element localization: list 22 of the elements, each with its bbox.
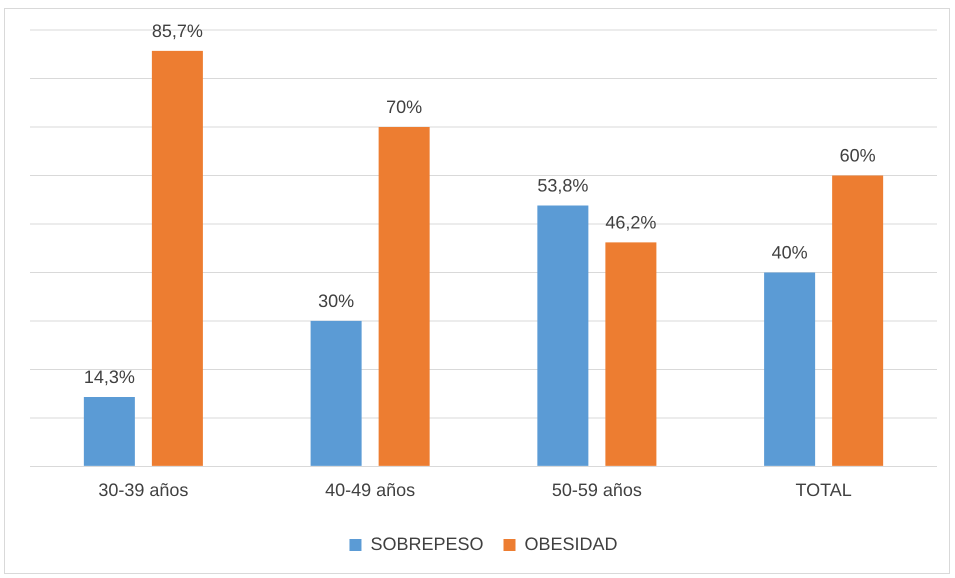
bar [537,206,588,466]
bar [310,320,362,466]
data-label: 30% [318,290,354,311]
legend-label: SOBREPESO [370,534,484,554]
data-label: 40% [772,242,808,262]
legend-label: OBESIDAD [524,534,618,554]
bar [764,272,816,466]
x-tick-label: 40-49 años [325,480,416,500]
data-label: 60% [840,145,876,166]
data-label: 14,3% [84,367,135,388]
bar [84,397,135,466]
bar [152,50,203,466]
data-label: 70% [386,96,422,117]
x-tick-label: 30-39 años [98,480,188,500]
data-label: 46,2% [605,212,656,232]
x-tick-label: TOTAL [795,480,852,500]
data-label: 85,7% [152,20,203,41]
bar [378,126,430,466]
x-tick-label: 50-59 años [552,480,642,500]
data-label: 53,8% [537,176,588,196]
bar [605,242,656,466]
bar [832,175,884,466]
